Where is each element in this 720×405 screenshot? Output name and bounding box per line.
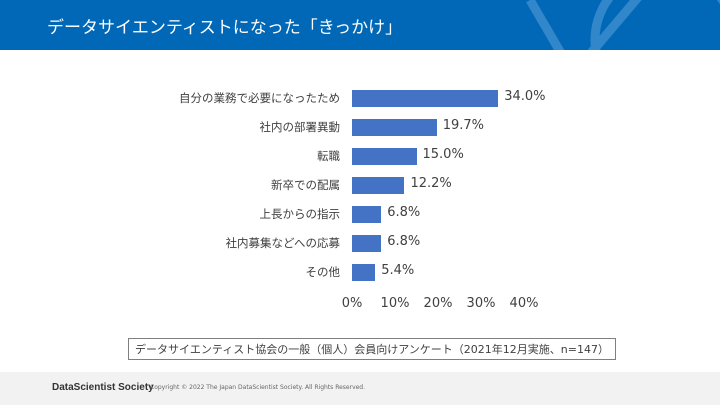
bar xyxy=(352,205,382,223)
footer-copyright: Copyright © 2022 The Japan DataScientist… xyxy=(150,384,366,391)
bar xyxy=(352,89,499,107)
category-label: その他 xyxy=(305,265,341,279)
category-label: 自分の業務で必要になったため xyxy=(179,91,340,105)
bar xyxy=(352,118,437,136)
data-label: 6.8% xyxy=(387,234,421,249)
footer-brand: DataScientist Society xyxy=(52,382,154,393)
bar-chart: 自分の業務で必要になったため 34.0% 社内の部署異動 19.7% 転職 15.0% 新卒… xyxy=(0,60,720,330)
bar xyxy=(352,147,417,165)
data-label: 34.0% xyxy=(504,89,546,104)
x-tick-label: 0% xyxy=(341,296,363,311)
data-label: 6.8% xyxy=(387,205,421,220)
x-tick-label: 30% xyxy=(466,296,496,311)
x-tick-label: 40% xyxy=(509,296,539,311)
bar xyxy=(352,234,382,252)
category-label: 社内募集などへの応募 xyxy=(225,236,340,250)
header-banner: データサイエンティストになった「きっかけ」 xyxy=(0,0,720,50)
data-label: 12.2% xyxy=(410,176,452,191)
data-label: 5.4% xyxy=(381,263,415,278)
category-label: 社内の部署異動 xyxy=(259,120,341,134)
category-label: 上長からの指示 xyxy=(259,207,341,221)
page-title: データサイエンティストになった「きっかけ」 xyxy=(47,18,403,38)
bar xyxy=(352,176,405,194)
category-label: 転職 xyxy=(317,149,340,163)
footer: DataScientist Society Copyright © 2022 T… xyxy=(0,372,720,405)
x-tick-label: 10% xyxy=(380,296,410,311)
bar xyxy=(352,263,376,281)
data-label: 15.0% xyxy=(422,147,464,162)
x-tick-label: 20% xyxy=(423,296,453,311)
logo-decoration-icon xyxy=(526,0,720,50)
category-label: 新卒での配属 xyxy=(271,178,340,192)
data-label: 19.7% xyxy=(442,118,485,133)
survey-note: データサイエンティスト協会の一般（個人）会員向けアンケート（2021年12月実施… xyxy=(128,338,616,360)
